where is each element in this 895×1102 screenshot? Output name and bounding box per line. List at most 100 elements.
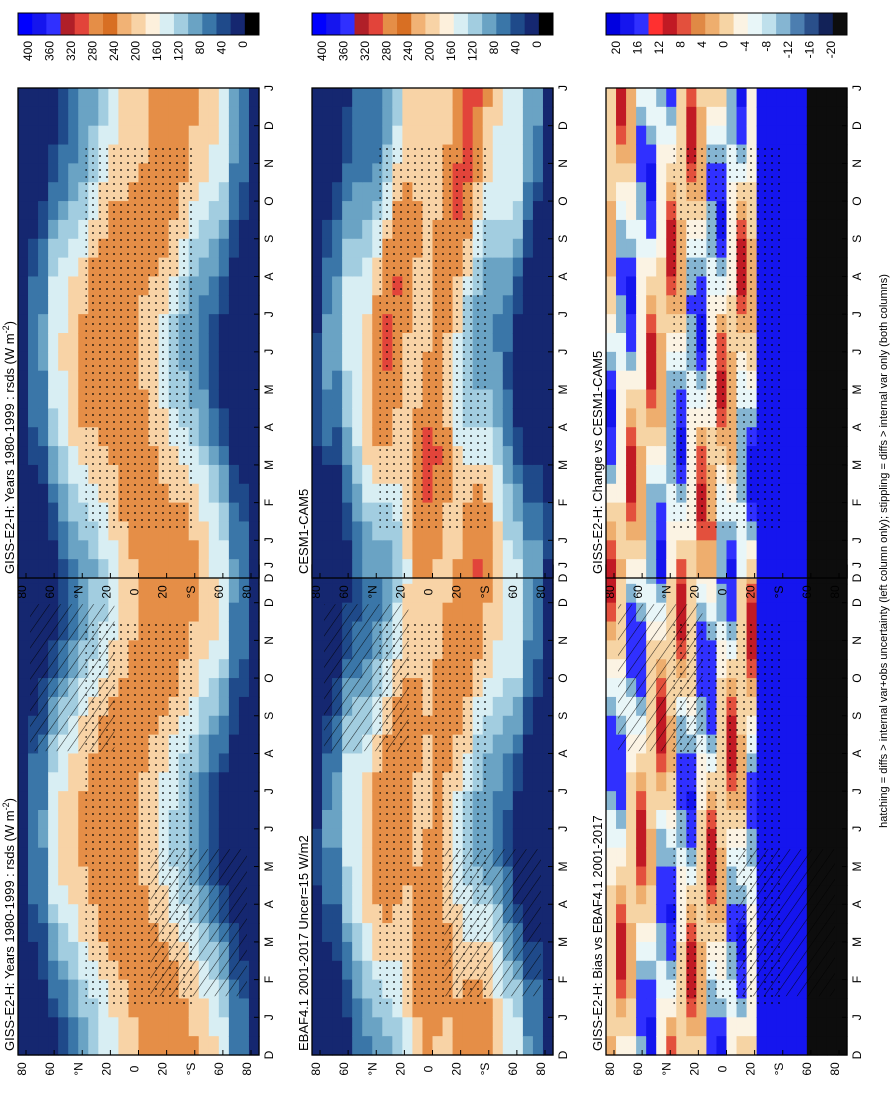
heatmap-cell	[542, 923, 554, 943]
heatmap-cell	[542, 464, 554, 485]
heatmap-cell	[616, 1036, 627, 1056]
heatmap-cell	[238, 295, 250, 315]
heatmap-cell	[786, 276, 798, 296]
heatmap-cell	[736, 125, 748, 146]
heatmap-cell	[248, 885, 260, 905]
heatmap-cell	[218, 828, 230, 849]
heatmap-cell	[352, 276, 363, 296]
heatmap-cell	[836, 772, 848, 792]
heatmap-cell	[796, 583, 808, 604]
heatmap-cell	[78, 998, 89, 1018]
heatmap-cell	[626, 370, 637, 391]
heatmap-cell	[198, 125, 210, 146]
heatmap-cell	[28, 540, 39, 560]
heatmap-cell	[796, 257, 808, 278]
heatmap-cell	[736, 583, 748, 604]
heatmap-cell	[522, 182, 534, 202]
heatmap-cell	[826, 106, 838, 127]
heatmap-cell	[522, 715, 534, 736]
colorbar-swatch	[691, 13, 706, 35]
heatmap-cell	[542, 640, 554, 660]
heatmap-cell	[626, 583, 637, 604]
heatmap-cell	[676, 125, 687, 146]
heatmap-cell	[208, 791, 220, 811]
heatmap-cell	[208, 602, 220, 623]
heatmap-cell	[128, 998, 140, 1018]
heatmap-cell	[452, 559, 464, 579]
heatmap-cell	[332, 791, 343, 811]
month-tick-label: A	[850, 272, 864, 280]
heatmap-cell	[666, 753, 677, 773]
heatmap-cell	[776, 464, 788, 485]
colorbar-tick-label: 320	[64, 41, 78, 61]
month-tick-label: J	[850, 562, 864, 568]
heatmap-cell	[322, 941, 333, 962]
heatmap-cell	[542, 333, 554, 353]
heatmap-cell	[228, 408, 240, 428]
heatmap-cell	[492, 219, 504, 240]
heatmap-cell	[676, 540, 687, 560]
heatmap-cell	[342, 351, 353, 372]
heatmap-cell	[342, 106, 353, 127]
heatmap-cell	[776, 446, 788, 466]
heatmap-cell	[492, 351, 504, 372]
month-tick-label: D	[556, 121, 570, 130]
heatmap-cell	[372, 182, 383, 202]
heatmap-cell	[28, 483, 39, 504]
heatmap-cell	[312, 201, 323, 221]
heatmap-cell	[626, 559, 637, 579]
heatmap-cell	[542, 998, 554, 1018]
heatmap-cell	[208, 1017, 220, 1037]
heatmap-cell	[482, 483, 494, 504]
heatmap-cell	[512, 144, 524, 164]
heatmap-cell	[746, 1036, 758, 1056]
heatmap-cell	[786, 389, 798, 409]
heatmap-cell	[826, 602, 838, 623]
heatmap-cell	[626, 1036, 637, 1056]
heatmap-cell	[342, 847, 353, 868]
title-close: )	[2, 321, 17, 325]
heatmap-cell	[28, 314, 39, 334]
heatmap-cell	[522, 521, 534, 541]
heatmap-cell	[188, 446, 200, 466]
heatmap-cell	[188, 464, 200, 485]
heatmap-cell	[766, 1036, 778, 1056]
heatmap-cell	[606, 998, 617, 1018]
heatmap-cell	[352, 201, 363, 221]
heatmap-cell	[38, 810, 49, 830]
heatmap-cell	[158, 1036, 170, 1056]
heatmap-cell	[248, 201, 260, 221]
heatmap-cell	[826, 125, 838, 146]
heatmap-cell	[646, 979, 657, 1000]
heatmap-cell	[342, 144, 353, 164]
heatmap-cell	[626, 163, 637, 183]
heatmap-cell	[58, 182, 69, 202]
heatmap-cell	[28, 182, 39, 202]
heatmap-cell	[168, 106, 180, 127]
heatmap-cell	[826, 427, 838, 447]
heatmap-cell	[646, 446, 657, 466]
heatmap-cell	[502, 559, 514, 579]
heatmap-cell	[542, 219, 554, 240]
colorbar-swatch	[733, 13, 749, 35]
heatmap-cell	[512, 1036, 524, 1056]
heatmap-cell	[228, 602, 240, 623]
colorbar-tick-label: 4	[695, 41, 709, 48]
heatmap-cell	[48, 521, 59, 541]
heatmap-cell	[786, 521, 798, 541]
heatmap-cell	[322, 502, 333, 523]
heatmap-cell	[816, 408, 828, 428]
heatmap-cell	[238, 219, 250, 240]
heatmap-cell	[38, 772, 49, 792]
lat-tick-label: 20	[99, 585, 113, 599]
heatmap-cell	[218, 219, 230, 240]
heatmap-cell	[512, 621, 524, 641]
heatmap-cell	[118, 540, 130, 560]
heatmap-cell	[522, 88, 534, 108]
heatmap-cell	[238, 163, 250, 183]
heatmap-cell	[776, 772, 788, 792]
heatmap-cell	[208, 502, 220, 523]
heatmap-cell	[352, 502, 363, 523]
heatmap-cell	[646, 125, 657, 146]
heatmap-cell	[18, 659, 29, 679]
